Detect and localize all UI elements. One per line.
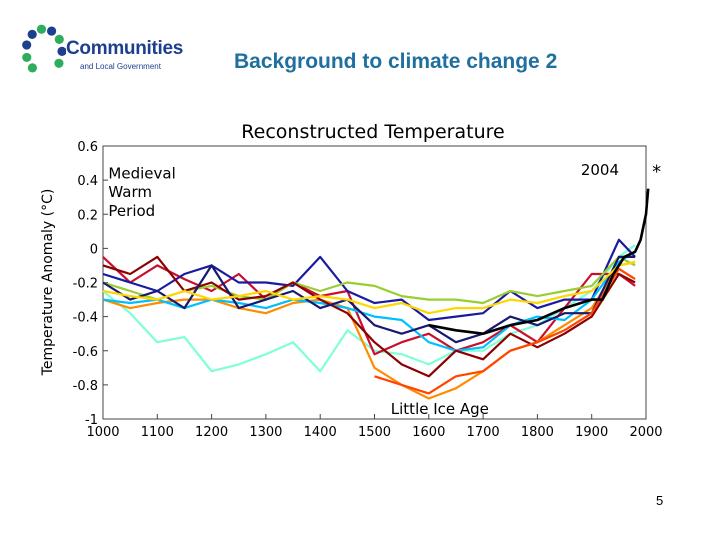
x-tick-label: 1400 (304, 425, 337, 440)
y-tick-label: -1 (85, 413, 98, 428)
logo-dot (22, 40, 32, 50)
annotation-label: Little Ice Age (391, 400, 489, 418)
logo-dots-icon (22, 24, 67, 73)
x-tick-label: 1800 (521, 425, 554, 440)
logo-dot (47, 26, 57, 36)
x-tick-label: 1900 (575, 425, 608, 440)
annotation-label: Warm (108, 183, 152, 201)
marker-2004: * (652, 162, 661, 183)
y-tick-label: 0 (90, 242, 98, 257)
series-line (102, 255, 636, 305)
y-axis-label: Temperature Anomaly (°C) (40, 189, 56, 377)
logo-dot (54, 58, 64, 68)
logo-wordmark: Communities (66, 38, 184, 59)
series-line (102, 260, 636, 315)
series-line (102, 238, 636, 322)
logo-dot (57, 46, 67, 56)
temperature-chart: Reconstructed Temperature Temperature An… (40, 121, 663, 440)
logo-dot (36, 24, 47, 34)
x-tick-label: 2000 (629, 425, 662, 440)
annotation-label: Period (108, 202, 155, 220)
logo-dot (54, 34, 64, 44)
series-line (102, 255, 636, 378)
logo-subtitle: and Local Government (80, 62, 161, 71)
x-tick-label: 1100 (141, 425, 174, 440)
logo-dot (27, 29, 37, 39)
annotation-label: Medieval (108, 164, 175, 182)
x-tick-label: 1500 (358, 425, 391, 440)
series-line (428, 188, 650, 335)
x-tick-label: 1200 (195, 425, 228, 440)
series-line (102, 244, 636, 373)
x-tick-label: 1700 (467, 425, 500, 440)
y-tick-label: 0.4 (77, 174, 98, 189)
y-tick-label: -0.6 (73, 345, 98, 360)
y-tick-label: 0.2 (77, 208, 98, 223)
x-tick-label: 1000 (86, 425, 119, 440)
logo-dot (22, 52, 32, 63)
y-tick-label: -0.4 (73, 311, 98, 326)
y-tick-label: -0.8 (73, 379, 98, 394)
series-line (102, 260, 636, 400)
page-number: 5 (656, 493, 664, 508)
y-tick-label: -0.2 (73, 277, 98, 292)
slide-title: Background to climate change 2 (234, 50, 558, 73)
x-tick-label: 1600 (412, 425, 445, 440)
series-line (102, 250, 636, 352)
logo-dot (27, 63, 38, 73)
chart-title: Reconstructed Temperature (241, 121, 504, 143)
y-tick-label: 0.6 (77, 140, 98, 155)
plot-frame (102, 145, 647, 420)
logo: Communities and Local Government (18, 20, 198, 82)
x-tick-label: 1300 (249, 425, 282, 440)
annotation-label: 2004 (581, 161, 619, 179)
